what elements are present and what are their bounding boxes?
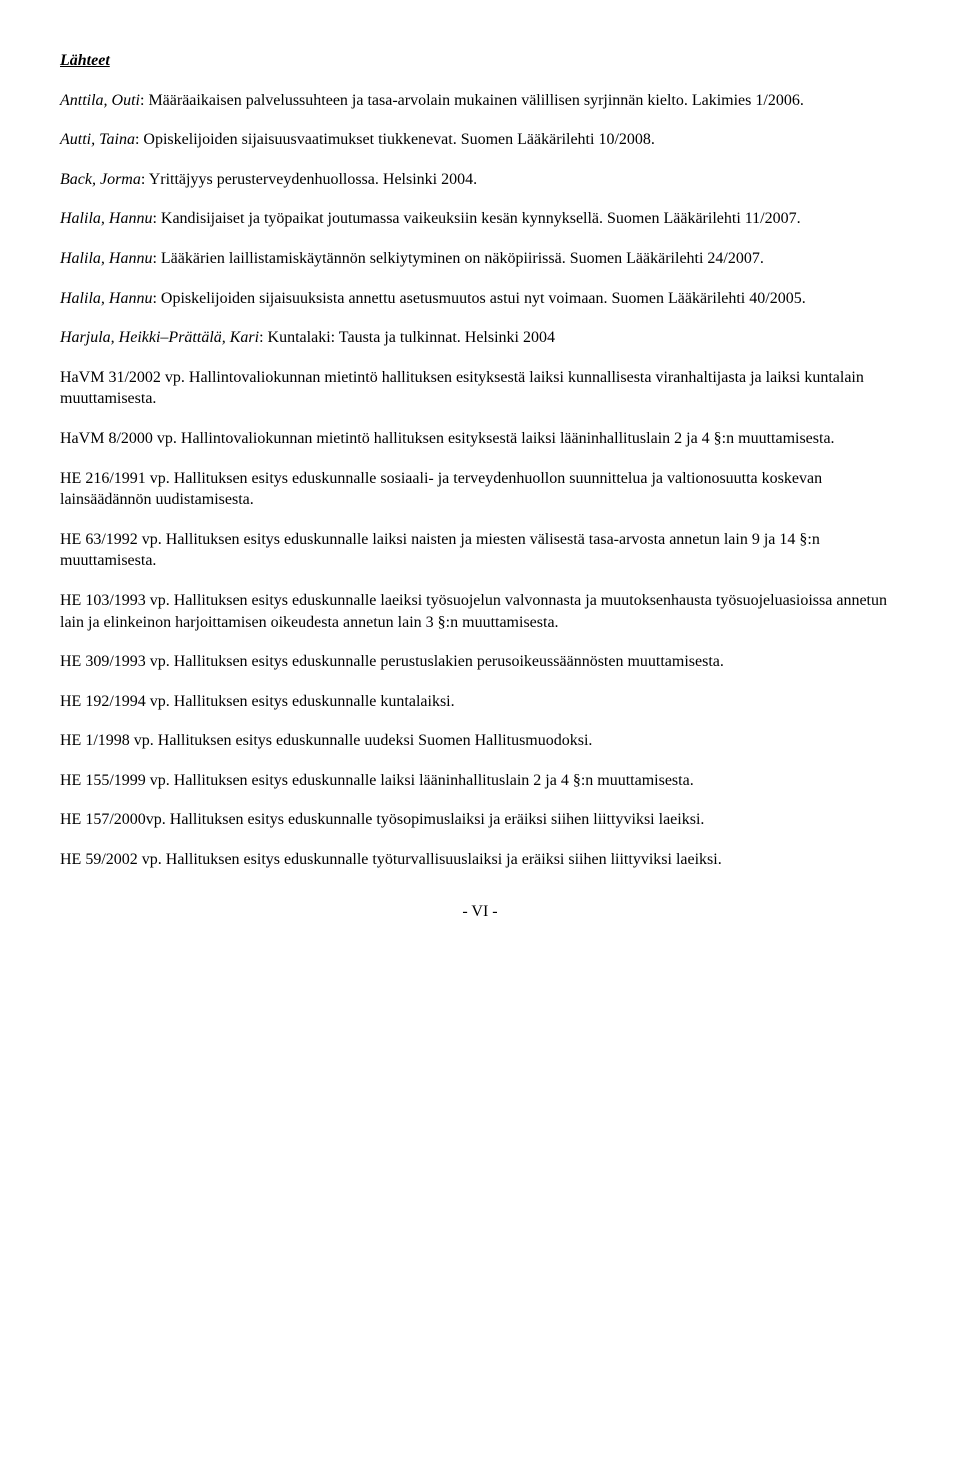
reference-entry: HaVM 8/2000 vp. Hallintovaliokunnan miet…	[60, 428, 900, 450]
reference-author: Back, Jorma	[60, 171, 141, 188]
page-number: - VI -	[60, 901, 900, 923]
reference-entry: Autti, Taina: Opiskelijoiden sijaisuusva…	[60, 129, 900, 151]
reference-text: : Yrittäjyys perusterveydenhuollossa. He…	[141, 171, 477, 188]
reference-entry: HaVM 31/2002 vp. Hallintovaliokunnan mie…	[60, 367, 900, 410]
section-heading: Lähteet	[60, 50, 900, 72]
reference-entry: HE 1/1998 vp. Hallituksen esitys eduskun…	[60, 730, 900, 752]
reference-text: : Lääkärien laillistamiskäytännön selkiy…	[152, 250, 763, 267]
reference-entry: HE 59/2002 vp. Hallituksen esitys edusku…	[60, 849, 900, 871]
reference-entry: Halila, Hannu: Kandisijaiset ja työpaika…	[60, 208, 900, 230]
reference-text: : Opiskelijoiden sijaisuusvaatimukset ti…	[135, 131, 655, 148]
reference-entry: HE 155/1999 vp. Hallituksen esitys edusk…	[60, 770, 900, 792]
reference-author: Harjula, Heikki–Prättälä, Kari	[60, 329, 259, 346]
reference-entry: HE 103/1993 vp. Hallituksen esitys edusk…	[60, 590, 900, 633]
reference-author: Halila, Hannu	[60, 250, 152, 267]
reference-entry: HE 216/1991 vp. Hallituksen esitys edusk…	[60, 468, 900, 511]
reference-author: Autti, Taina	[60, 131, 135, 148]
reference-text: : Määräaikaisen palvelussuhteen ja tasa-…	[140, 92, 804, 109]
reference-entry: Halila, Hannu: Lääkärien laillistamiskäy…	[60, 248, 900, 270]
reference-author: Halila, Hannu	[60, 290, 152, 307]
reference-entry: Back, Jorma: Yrittäjyys perusterveydenhu…	[60, 169, 900, 191]
reference-text: : Kandisijaiset ja työpaikat joutumassa …	[152, 210, 800, 227]
reference-entry: HE 192/1994 vp. Hallituksen esitys edusk…	[60, 691, 900, 713]
reference-entry: Harjula, Heikki–Prättälä, Kari: Kuntalak…	[60, 327, 900, 349]
reference-text: : Opiskelijoiden sijaisuuksista annettu …	[152, 290, 805, 307]
reference-entry: Anttila, Outi: Määräaikaisen palvelussuh…	[60, 90, 900, 112]
reference-author: Halila, Hannu	[60, 210, 152, 227]
reference-entry: Halila, Hannu: Opiskelijoiden sijaisuuks…	[60, 288, 900, 310]
reference-author: Anttila, Outi	[60, 92, 140, 109]
reference-text: : Kuntalaki: Tausta ja tulkinnat. Helsin…	[259, 329, 555, 346]
reference-entry: HE 309/1993 vp. Hallituksen esitys edusk…	[60, 651, 900, 673]
reference-entry: HE 157/2000vp. Hallituksen esitys edusku…	[60, 809, 900, 831]
reference-entry: HE 63/1992 vp. Hallituksen esitys edusku…	[60, 529, 900, 572]
